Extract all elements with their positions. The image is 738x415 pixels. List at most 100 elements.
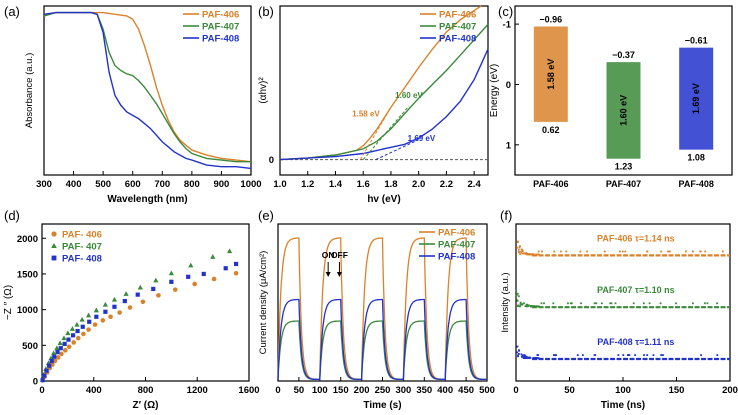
panel-f-noise-point [667,250,669,253]
panel-d-point-triangle [54,345,60,351]
panel-c-ytick-label: -1 [503,20,512,31]
panel-d-point-square [80,324,85,329]
panel-f-decay-point [522,252,525,255]
panel-f-decay-point [518,352,520,355]
panel-c-bar-bottom-label: 1.08 [687,153,705,163]
panel-f-noise-point [543,302,545,305]
panel-c-bar-paf-406 [533,26,568,122]
panel-b-annotation-1: 1.60 eV [395,91,423,100]
panel-e-off-label: OFF [331,250,348,260]
panel-f-noise-point [537,250,540,253]
panel-b-xtick-label: 1.2 [301,179,314,190]
panel-b-xtick-label: 2.2 [440,179,453,190]
panel-d-point-circle [211,276,217,282]
panel-f-noise-point [541,250,543,253]
panel-f-decay-point [526,303,528,306]
panel-d-point-triangle [102,301,108,307]
panel-d-point-circle [71,340,76,345]
panel-e-xtick-label: 0 [275,385,280,396]
panel-f-decay-point [532,357,535,359]
panel-f-decay-point [523,354,526,356]
panel-a-xtick-label: 700 [154,179,170,190]
panel-f-noise-point [699,250,702,253]
panel-f-decay-point [531,305,533,308]
panel-d-point-square [186,274,191,279]
panel-d-point-circle [233,270,239,276]
panel-f-noise-point [691,302,694,305]
panel-d-legend-marker [51,243,57,248]
panel-a-legend-label: PAF-408 [202,34,239,45]
panel-e-xtick-label: 350 [416,385,432,396]
panel-f-noise-point [627,354,630,356]
panel-f-noise-point [642,302,645,305]
panel-f-decay-point [517,354,519,357]
panel-e-xtick-label: 100 [312,385,328,396]
panel-f-noise-point [716,302,718,305]
panel-d-point-circle [86,327,91,332]
panel-d-legend-marker [51,231,57,237]
panel-f-label: (f) [500,208,512,223]
panel-f-decay-point [526,304,529,307]
panel-f-noise-point [617,354,620,356]
panel-e-arrow-head-1 [336,272,342,277]
panel-f-noise-point [559,250,562,253]
panel-c-bar-gap-label: 1.60 eV [619,95,629,126]
panel-b-xlabel: hv (eV) [367,194,400,205]
panel-f-noise-point [700,354,703,356]
panel-d-point-triangle [65,330,71,336]
panel-f-noise-point [660,250,662,253]
panel-f-noise-point [652,354,655,356]
panel-f-noise-point [581,354,584,356]
panel-f-decay-point [519,301,522,304]
panel-d-point-triangle [168,270,174,276]
panel-e-legend-label: PAF-408 [438,252,475,263]
panel-f-noise-point [646,250,649,253]
panel-d-point-triangle [51,350,57,356]
panel-d-point-triangle [226,248,233,254]
panel-b-tangent-0 [359,111,389,160]
panel-c-bar-paf-408 [679,47,714,150]
panel-d-xtick-label: 0 [39,385,44,396]
panel-d-point-square [122,298,127,304]
panel-f-decay-point [517,355,519,358]
panel-b-series-paf-407 [279,23,489,161]
panel-f-noise-point [553,250,556,253]
panel-a-series-paf-408 [43,11,252,170]
panel-f-decay-point [522,356,525,358]
panel-f-decay-point [527,304,530,307]
panel-d-point-circle [100,318,106,323]
panel-d-ytick-label: 1000 [17,305,38,316]
panel-e-xtick-label: 300 [395,385,411,396]
panel-b-xtick-label: 1.4 [329,179,343,190]
panel-d-point-circle [117,310,122,315]
panel-f-xtick-label: 50 [564,385,575,396]
panel-f-decay-point [521,354,524,357]
panel-f-noise-point [622,354,625,356]
panel-d-label: (d) [4,208,20,223]
panel-a-xtick-label: 900 [213,179,229,190]
panel-f-noise-point [621,250,624,253]
panel-f-decay-point [518,305,521,308]
panel-a-label: (a) [4,4,20,19]
panel-f-decay-point [527,357,530,360]
panel-f-noise-point [537,354,539,356]
panel-f-decay-point [529,357,532,359]
panel-e-xtick-label: 500 [479,385,495,396]
panel-f-noise-point [662,354,664,356]
panel-f-noise-point [576,354,579,356]
panel-d-point-triangle [61,335,67,341]
panel-d-xtick-label: 1600 [238,385,259,396]
panel-d-point-square [151,286,156,292]
panel-a-ylabel: Absorbance (a.u.) [24,53,35,129]
panel-e-ylabel: Current density (μA/cm²) [258,251,269,355]
panel-f-xtick-label: 150 [669,385,685,396]
panel-d-point-triangle [210,254,216,259]
panel-c-axes-frame [514,5,733,176]
panel-d-point-circle [192,281,197,287]
panel-f-xtick-label: 200 [722,385,738,396]
panel-d-point-square [135,292,140,297]
panel-c-bar-bottom-label: 0.62 [542,125,560,135]
panel-f-decay-point [517,295,520,298]
panel-f-decay-point [520,353,523,356]
panel-e-legend-label: PAF-407 [438,240,475,251]
